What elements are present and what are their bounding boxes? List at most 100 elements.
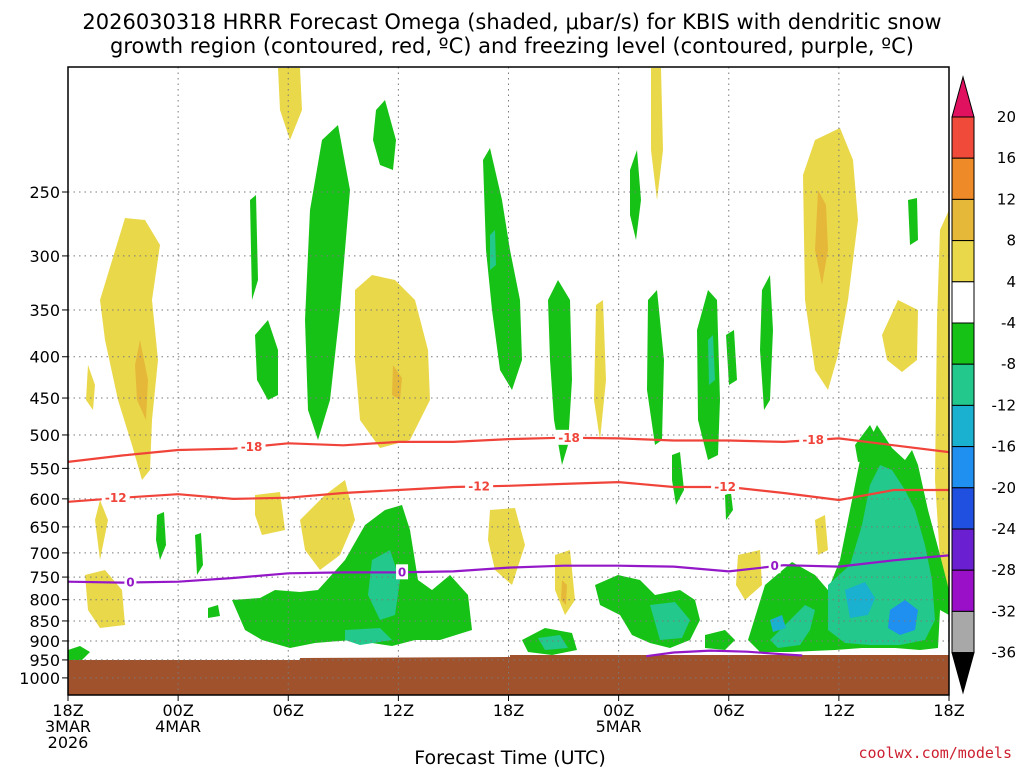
omega-negative-region [697, 290, 720, 460]
omega-negative-core [888, 600, 918, 635]
chart-title-line1: 2026030318 HRRR Forecast Omega (shaded, … [82, 10, 941, 34]
omega-negative-region [725, 493, 733, 520]
plot-frame [67, 66, 950, 696]
y-tick-label: 250 [29, 183, 60, 202]
colorbar-bottom-arrow [951, 652, 975, 695]
y-tick-label: 350 [29, 301, 60, 320]
contour-label-bg [101, 490, 130, 506]
omega-positive-region [255, 492, 285, 535]
colorbar-top-arrow [951, 75, 975, 118]
omega-negative-core [490, 230, 496, 270]
omega-negative-region [647, 290, 664, 445]
omega-negative-region [548, 280, 572, 465]
colorbar-swatch [951, 322, 975, 365]
colorbar-label: 12 [997, 190, 1016, 208]
colorbar-swatch [951, 363, 975, 406]
contour-label: -18 [802, 433, 824, 447]
x-tick-label: 06Z [713, 701, 744, 720]
colorbar-label: 16 [997, 149, 1016, 167]
omega-positive-region [815, 515, 828, 555]
colorbar-swatch [951, 404, 975, 448]
contour-label: -18 [241, 440, 263, 454]
contour-label-bg [555, 429, 584, 445]
y-tick-label: 750 [29, 568, 60, 587]
grid-lines [68, 67, 949, 695]
contour-label-bg [124, 574, 137, 590]
contour-label-bg [711, 478, 740, 494]
omega-negative-core [650, 602, 690, 640]
y-tick-label: 700 [29, 544, 60, 563]
colorbar-label: -4 [1001, 314, 1016, 332]
x-tick-label: 00Z [162, 701, 193, 720]
omega-positive-region [594, 300, 606, 440]
contour-label: -12 [468, 479, 490, 493]
omega-negative-region [208, 605, 220, 618]
omega-negative-region [630, 150, 641, 240]
colorbar-label: 4 [1006, 273, 1016, 291]
omega-positive-region [86, 365, 95, 410]
colorbar-swatch [951, 157, 975, 200]
omega-negative-region [232, 505, 472, 648]
colorbar-label: -32 [992, 602, 1017, 620]
colorbar-label: -24 [992, 520, 1017, 538]
x-tick-label: 2026 [48, 733, 89, 752]
y-tick-label: 950 [29, 651, 60, 670]
colorbar-label: 8 [1006, 232, 1016, 250]
y-tick-label: 300 [29, 247, 60, 266]
contour-label: -18 [558, 431, 580, 445]
contour-label: 0 [126, 576, 134, 590]
contour-line--12 [68, 481, 949, 503]
omega-negative-region [855, 425, 878, 462]
x-tick-label: 18Z [933, 701, 964, 720]
colorbar-label: -28 [992, 561, 1017, 579]
x-tick-label: 12Z [823, 701, 854, 720]
contour-label-bg [396, 564, 409, 580]
x-tick-label: 4MAR [155, 717, 201, 736]
chart-title-line2: growth region (contoured, red, ºC) and f… [110, 34, 914, 58]
omega-negative-region [726, 330, 737, 385]
omega-positive-core [561, 580, 567, 605]
omega-shading [68, 68, 949, 695]
omega-positive-region [882, 300, 918, 372]
colorbar-label: -36 [992, 644, 1017, 662]
omega-positive-core [815, 190, 828, 285]
colorbar-swatch [951, 610, 975, 654]
contour-line-0-surface [646, 649, 803, 658]
colorbar-label: -12 [992, 396, 1017, 414]
contour-label-bg [799, 432, 828, 448]
colorbar: 20 16 12 8 4 -4 -8 -12 -16 -20 -24 -28 -32 -36 [951, 75, 1017, 695]
colorbar-swatch [951, 240, 975, 283]
omega-negative-region [908, 198, 918, 245]
x-tick-label: 5MAR [596, 717, 642, 736]
omega-positive-core [392, 365, 402, 400]
contour-label: 0 [398, 565, 406, 579]
colorbar-swatch [951, 116, 975, 159]
colorbar-swatch [951, 198, 975, 242]
contour-line-0 [68, 554, 949, 584]
omega-positive-core [135, 340, 148, 420]
omega-negative-region [705, 630, 735, 650]
omega-negative-region [68, 646, 90, 660]
omega-positive-region [651, 68, 663, 200]
y-tick-label: 800 [29, 591, 60, 610]
omega-negative-region [255, 320, 278, 400]
omega-positive-region [300, 480, 355, 570]
omega-negative-core [708, 335, 715, 385]
omega-negative-region [195, 533, 203, 575]
x-tick-label: 18Z [493, 701, 524, 720]
contour-label-bg [465, 478, 494, 494]
omega-negative-core [538, 635, 568, 650]
contour-label-bg [768, 558, 781, 574]
contour-label: 0 [770, 559, 778, 573]
omega-negative-core [345, 628, 392, 645]
omega-negative-region [483, 148, 522, 390]
omega-negative-core [770, 615, 786, 632]
omega-negative-region [373, 100, 396, 170]
y-tick-label: 450 [29, 389, 60, 408]
y-tick-label: 400 [29, 348, 60, 367]
omega-positive-region [935, 210, 949, 590]
colorbar-label: -20 [992, 479, 1017, 497]
omega-negative-region [305, 125, 350, 440]
x-axis-label: Forecast Time (UTC) [414, 747, 605, 768]
